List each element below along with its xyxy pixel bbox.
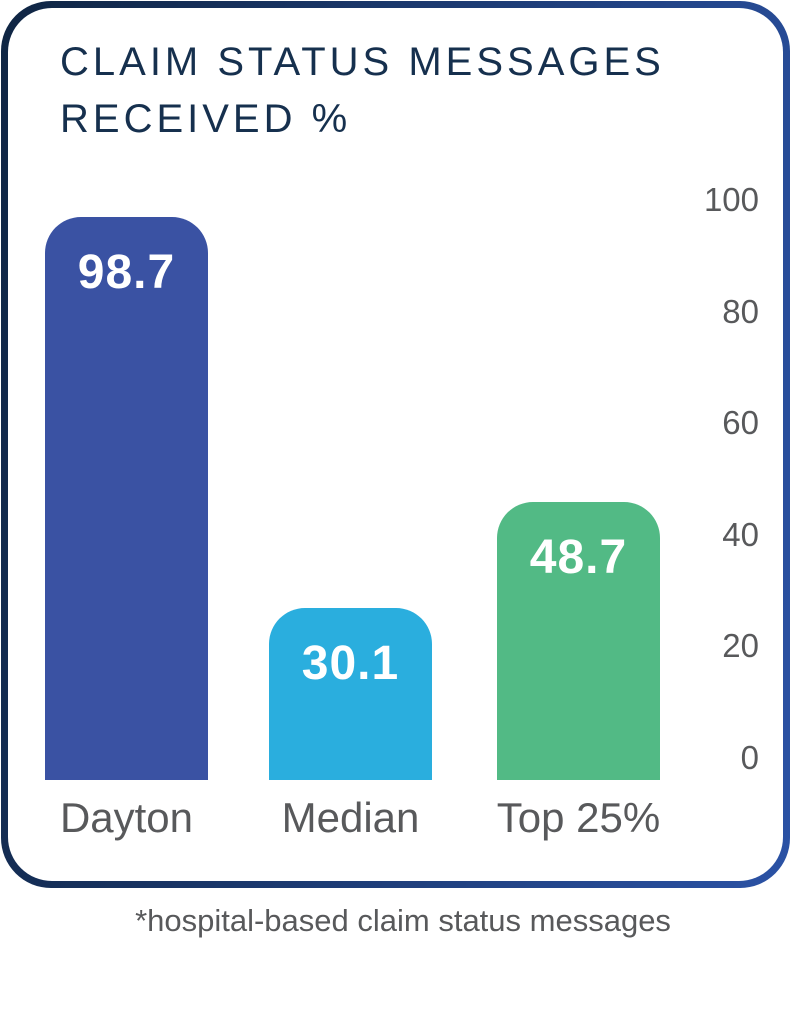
- chart-title-line2: RECEIVED %: [60, 97, 352, 141]
- chart-title-line1: CLAIM STATUS MESSAGES: [60, 40, 665, 84]
- bar-category-label: Dayton: [59, 794, 194, 841]
- bar-chart-plot-area: 98.7 Dayton 30.1 Median 48.7 Top 25% 100 80 60 40…: [8, 8, 783, 881]
- bar-top-25: 48.7: [497, 502, 660, 780]
- y-axis-tick-label: 0: [740, 739, 759, 776]
- y-axis-tick-label: 80: [722, 293, 759, 330]
- chart-card: CLAIM STATUS MESSAGES RECEIVED % 98.7 Day…: [1, 1, 790, 888]
- chart-card-inner: CLAIM STATUS MESSAGES RECEIVED % 98.7 Day…: [8, 8, 783, 881]
- chart-title: CLAIM STATUS MESSAGES RECEIVED %: [60, 34, 665, 148]
- bar-category-label: Median: [281, 794, 420, 841]
- bar-value-label: 98.7: [77, 246, 176, 299]
- bar-value-label: 30.1: [301, 637, 400, 690]
- bar-median: 30.1: [269, 608, 432, 780]
- y-axis-tick-label: 100: [703, 181, 759, 218]
- bar-value-label: 48.7: [529, 531, 628, 584]
- chart-footnote: *hospital-based claim status messages: [135, 903, 671, 938]
- y-axis-tick-label: 40: [722, 516, 759, 553]
- bar-category-label: Top 25%: [496, 794, 661, 841]
- bar-dayton: 98.7: [45, 217, 208, 780]
- y-axis-tick-label: 60: [722, 404, 759, 441]
- y-axis-tick-label: 20: [722, 627, 759, 664]
